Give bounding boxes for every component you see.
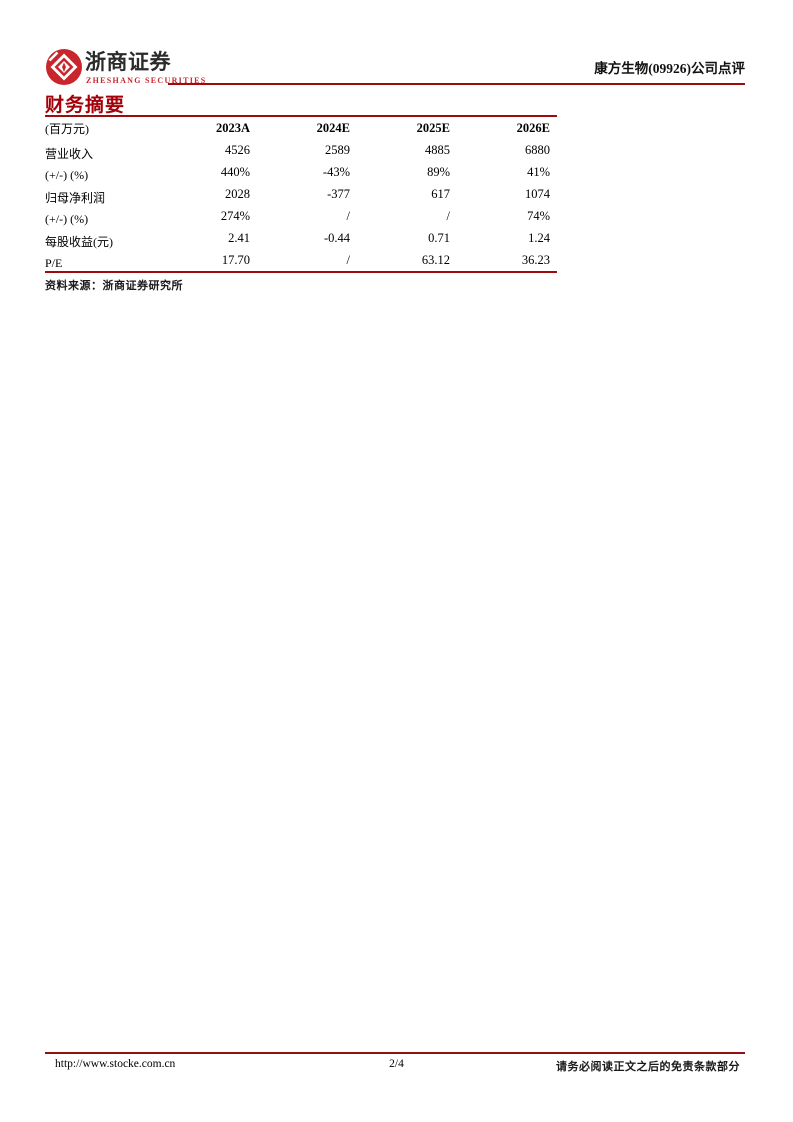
row-label: (+/-) (%) bbox=[45, 211, 89, 226]
cell-value: 2.41 bbox=[228, 230, 250, 245]
cell-value: / bbox=[446, 208, 450, 223]
cell-value: -377 bbox=[327, 186, 350, 201]
row-label: 每股收益(元) bbox=[45, 234, 113, 249]
table-row-pe: P/E 17.70 / 63.12 36.23 bbox=[45, 249, 550, 271]
footer-url-link[interactable]: http://www.stocke.com.cn bbox=[55, 1058, 176, 1070]
table-bottom-rule bbox=[45, 271, 557, 273]
cell-value: 1074 bbox=[525, 186, 550, 201]
cell-value: 41% bbox=[527, 164, 550, 179]
cell-value: 274% bbox=[220, 208, 250, 223]
column-header-2024e: 2024E bbox=[316, 120, 350, 135]
page-number: 2/4 bbox=[389, 1058, 404, 1070]
cell-value: -0.44 bbox=[323, 230, 350, 245]
table-top-rule bbox=[45, 115, 557, 117]
section-title: 财务摘要 bbox=[45, 95, 126, 116]
cell-value: 89% bbox=[427, 164, 450, 179]
brand-name-cn: 浙商证券 bbox=[85, 50, 171, 74]
table-row-net-profit-growth: (+/-) (%) 274% / / 74% bbox=[45, 205, 550, 227]
column-header-2025e: 2025E bbox=[416, 120, 450, 135]
source-note: 资料来源：浙商证券研究所 bbox=[45, 280, 183, 292]
table-row-eps: 每股收益(元) 2.41 -0.44 0.71 1.24 bbox=[45, 227, 550, 249]
cell-value: 17.70 bbox=[221, 252, 250, 267]
cell-value: 1.24 bbox=[528, 230, 550, 245]
cell-value: -43% bbox=[322, 164, 350, 179]
row-label: 营业收入 bbox=[45, 146, 94, 161]
cell-value: 6880 bbox=[525, 142, 550, 157]
cell-value: / bbox=[346, 252, 350, 267]
brand-name-en: ZHESHANG SECURITIES bbox=[86, 76, 207, 85]
cell-value: 4885 bbox=[425, 142, 450, 157]
cell-value: 2028 bbox=[225, 186, 250, 201]
unit-header-cell: (百万元) bbox=[45, 121, 89, 136]
footer-divider bbox=[45, 1052, 745, 1054]
table-row-revenue: 营业收入 4526 2589 4885 6880 bbox=[45, 139, 550, 161]
cell-value: 440% bbox=[220, 164, 250, 179]
footer-disclaimer: 请务必阅读正文之后的免责条款部分 bbox=[556, 1061, 740, 1073]
column-header-2023a: 2023A bbox=[215, 120, 250, 135]
row-label: 归母净利润 bbox=[45, 190, 106, 205]
cell-value: 2589 bbox=[325, 142, 350, 157]
table-row-net-profit: 归母净利润 2028 -377 617 1074 bbox=[45, 183, 550, 205]
cell-value: / bbox=[346, 208, 350, 223]
row-label: P/E bbox=[45, 255, 63, 270]
table-header-row: (百万元) 2023A 2024E 2025E 2026E bbox=[45, 117, 550, 139]
row-label: (+/-) (%) bbox=[45, 167, 89, 182]
cell-value: 4526 bbox=[225, 142, 250, 157]
cell-value: 74% bbox=[527, 208, 550, 223]
cell-value: 63.12 bbox=[421, 252, 450, 267]
financial-summary-table: (百万元) 2023A 2024E 2025E 2026E 营业收入 4526 … bbox=[45, 117, 550, 271]
doc-title: 康方生物(09926)公司点评 bbox=[594, 61, 745, 76]
cell-value: 0.71 bbox=[428, 230, 450, 245]
header-divider bbox=[168, 83, 745, 85]
zheshang-logo-icon bbox=[46, 49, 82, 85]
cell-value: 36.23 bbox=[521, 252, 550, 267]
table-row-revenue-growth: (+/-) (%) 440% -43% 89% 41% bbox=[45, 161, 550, 183]
column-header-2026e: 2026E bbox=[516, 120, 550, 135]
cell-value: 617 bbox=[431, 186, 450, 201]
